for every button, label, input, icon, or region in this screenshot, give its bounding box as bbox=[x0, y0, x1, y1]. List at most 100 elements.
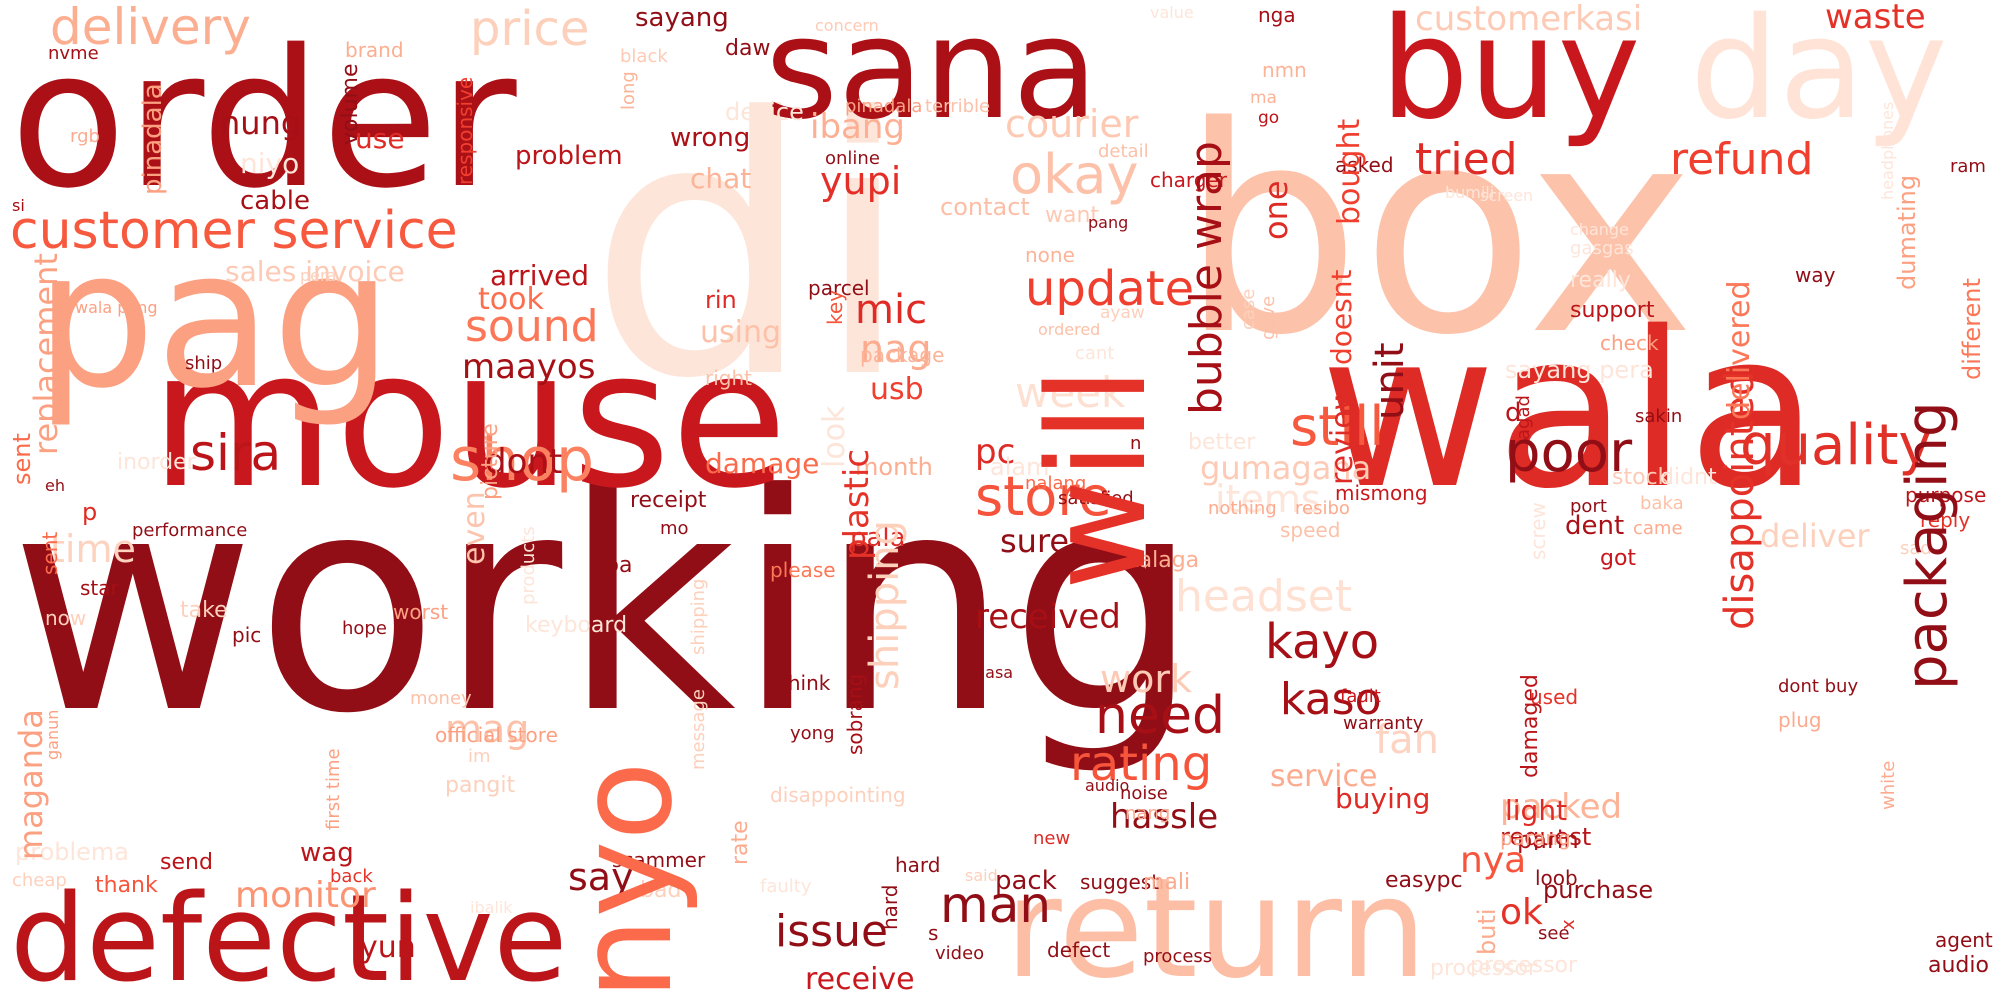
word: way bbox=[1795, 263, 1836, 287]
word: plug bbox=[1778, 708, 1822, 732]
word: device bbox=[725, 98, 804, 126]
word: came bbox=[1633, 518, 1683, 539]
word: problem bbox=[515, 141, 623, 171]
word: buti bbox=[1473, 908, 1501, 955]
word: yong bbox=[790, 723, 835, 744]
word: satisfied bbox=[1058, 488, 1134, 509]
word: video bbox=[935, 943, 985, 964]
word: problema bbox=[15, 838, 130, 866]
word: usb bbox=[870, 372, 924, 407]
word: easypc bbox=[1385, 868, 1463, 893]
word: unit bbox=[1367, 342, 1413, 421]
word: hard bbox=[878, 884, 902, 931]
word: online bbox=[825, 148, 880, 169]
word: please bbox=[770, 558, 836, 582]
word: wala pang bbox=[75, 298, 158, 317]
word: stock bbox=[1612, 465, 1671, 490]
word: service bbox=[1270, 759, 1378, 794]
word: worst bbox=[393, 600, 449, 624]
word: hassle bbox=[1110, 797, 1219, 837]
word: refund bbox=[1670, 134, 1814, 185]
word: fault bbox=[1340, 686, 1381, 707]
word: return bbox=[1005, 848, 1427, 1000]
word: bad bbox=[640, 878, 682, 903]
word: even bbox=[457, 491, 492, 565]
word: gasgas bbox=[1570, 238, 1634, 259]
word: change bbox=[1570, 220, 1629, 239]
word: p bbox=[82, 498, 98, 526]
word: see bbox=[1538, 923, 1570, 944]
word: responsive bbox=[453, 76, 477, 185]
word: bubble wrap bbox=[1181, 141, 1232, 415]
word: hard bbox=[895, 853, 941, 877]
word: received bbox=[975, 597, 1121, 637]
word: store bbox=[975, 465, 1112, 528]
word: disappointing bbox=[770, 783, 906, 807]
word: keyboard bbox=[525, 613, 628, 638]
word: wag bbox=[300, 838, 354, 868]
word: one bbox=[1257, 180, 1295, 240]
word: s bbox=[928, 921, 939, 945]
word: dont bbox=[485, 442, 563, 482]
word: rating bbox=[1070, 736, 1213, 792]
word: dont buy bbox=[1778, 676, 1859, 697]
word: terrible bbox=[925, 96, 991, 117]
word: still bbox=[1290, 395, 1385, 458]
word: processor bbox=[1470, 953, 1578, 978]
word: sayang pera bbox=[1505, 356, 1654, 384]
word: buy bbox=[1380, 0, 1641, 151]
word: sobrang bbox=[843, 673, 867, 755]
word: want bbox=[1045, 203, 1100, 228]
word: purpose bbox=[1905, 483, 1987, 507]
word: check bbox=[1600, 331, 1659, 355]
word: mouse bbox=[150, 309, 788, 530]
word: loob bbox=[1535, 866, 1578, 890]
word: contact bbox=[940, 193, 1030, 221]
word: sad bbox=[1900, 538, 1932, 559]
word: better bbox=[1188, 430, 1256, 455]
word: send bbox=[160, 850, 213, 875]
word: port bbox=[1570, 496, 1607, 517]
word: cable bbox=[240, 186, 310, 216]
word: products bbox=[518, 526, 539, 605]
word: sira bbox=[190, 424, 282, 482]
word: update bbox=[1025, 261, 1195, 317]
word: nya bbox=[1460, 840, 1527, 881]
word: time bbox=[50, 527, 136, 571]
word: working bbox=[10, 430, 1200, 779]
word: monitor bbox=[235, 875, 376, 916]
word: take bbox=[180, 598, 228, 623]
word: man bbox=[940, 876, 1052, 934]
word: said bbox=[965, 866, 998, 885]
word: different bbox=[1958, 278, 1986, 380]
word: receipt bbox=[630, 488, 707, 513]
word: nmn bbox=[1262, 58, 1307, 82]
word: work bbox=[1100, 657, 1192, 701]
word: gumagana bbox=[1200, 449, 1372, 487]
word: mag bbox=[445, 707, 530, 751]
word: screen bbox=[1480, 186, 1534, 205]
word: nothing bbox=[1208, 498, 1277, 519]
word: used bbox=[1530, 685, 1579, 709]
word: buying bbox=[1335, 782, 1431, 815]
word: parang bbox=[1500, 826, 1571, 850]
word: case bbox=[1238, 288, 1259, 330]
word: reply bbox=[1920, 508, 1971, 532]
word: mic bbox=[855, 287, 928, 333]
word: quality bbox=[1740, 413, 1932, 478]
word: pinadala bbox=[138, 83, 168, 195]
word: ibalik bbox=[470, 898, 513, 917]
word: long bbox=[618, 71, 639, 110]
word: eh bbox=[45, 476, 65, 495]
word: process bbox=[1143, 946, 1213, 967]
word: star bbox=[80, 576, 119, 600]
word: sana bbox=[765, 0, 1099, 151]
word: volume bbox=[338, 63, 363, 145]
word: brand bbox=[345, 38, 404, 62]
word: package bbox=[860, 343, 945, 367]
word: thank bbox=[95, 873, 158, 898]
word: arrived bbox=[490, 259, 590, 292]
word: n bbox=[1130, 433, 1142, 454]
word: speed bbox=[1280, 518, 1341, 542]
word: sakin bbox=[1635, 406, 1683, 427]
